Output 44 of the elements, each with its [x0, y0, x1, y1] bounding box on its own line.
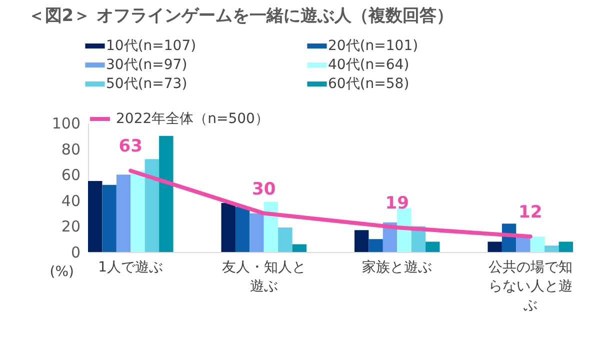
chart-title: ＜図2＞ オフラインゲームを一緒に遊ぶ人（複数回答）: [28, 6, 454, 26]
x-tick-label: 公共の場で知らない人と遊ぶ: [488, 260, 572, 314]
bar: [368, 239, 383, 252]
bar: [88, 181, 102, 252]
bar: [397, 208, 412, 252]
bar: [426, 242, 440, 252]
x-tick-label: 家族と遊ぶ: [362, 260, 432, 276]
bar: [250, 213, 264, 252]
bar: [292, 244, 307, 252]
y-tick-label: 0: [70, 244, 80, 262]
bar: [221, 202, 236, 252]
y-tick-label: 60: [61, 166, 80, 184]
legend-label: 2022年全体（n=500）: [116, 111, 269, 127]
bar: [558, 242, 573, 252]
bar: [530, 236, 545, 252]
bar: [130, 170, 145, 252]
y-tick-label: 100: [52, 114, 80, 132]
data-label: 30: [252, 179, 276, 200]
legend-label: 10代(n=107): [106, 38, 196, 54]
bar: [354, 230, 369, 252]
legend-label: 50代(n=73): [106, 76, 188, 92]
data-label: 63: [118, 136, 142, 157]
bar: [488, 242, 502, 252]
legend-label: 30代(n=97): [106, 57, 188, 73]
bar: [278, 227, 292, 252]
y-tick-label: 40: [61, 192, 80, 210]
bar: [144, 159, 160, 252]
x-tick-label: 1人で遊ぶ: [98, 260, 164, 276]
x-tick-label: 友人・知人と遊ぶ: [222, 260, 306, 294]
bar: [235, 206, 250, 252]
bar: [159, 136, 174, 252]
y-tick-label: 80: [61, 140, 80, 158]
legend-label: 40代(n=64): [328, 57, 410, 73]
bar: [102, 184, 116, 252]
bar: [116, 174, 131, 252]
text: (%): [50, 264, 74, 280]
bar: [264, 202, 278, 252]
legend-label: 20代(n=101): [328, 38, 418, 54]
legend-label: 60代(n=58): [328, 76, 410, 92]
bar: [544, 246, 559, 252]
data-label: 19: [385, 193, 409, 214]
bar: [516, 236, 530, 252]
y-tick-label: 20: [61, 218, 80, 236]
data-label: 12: [518, 202, 542, 223]
